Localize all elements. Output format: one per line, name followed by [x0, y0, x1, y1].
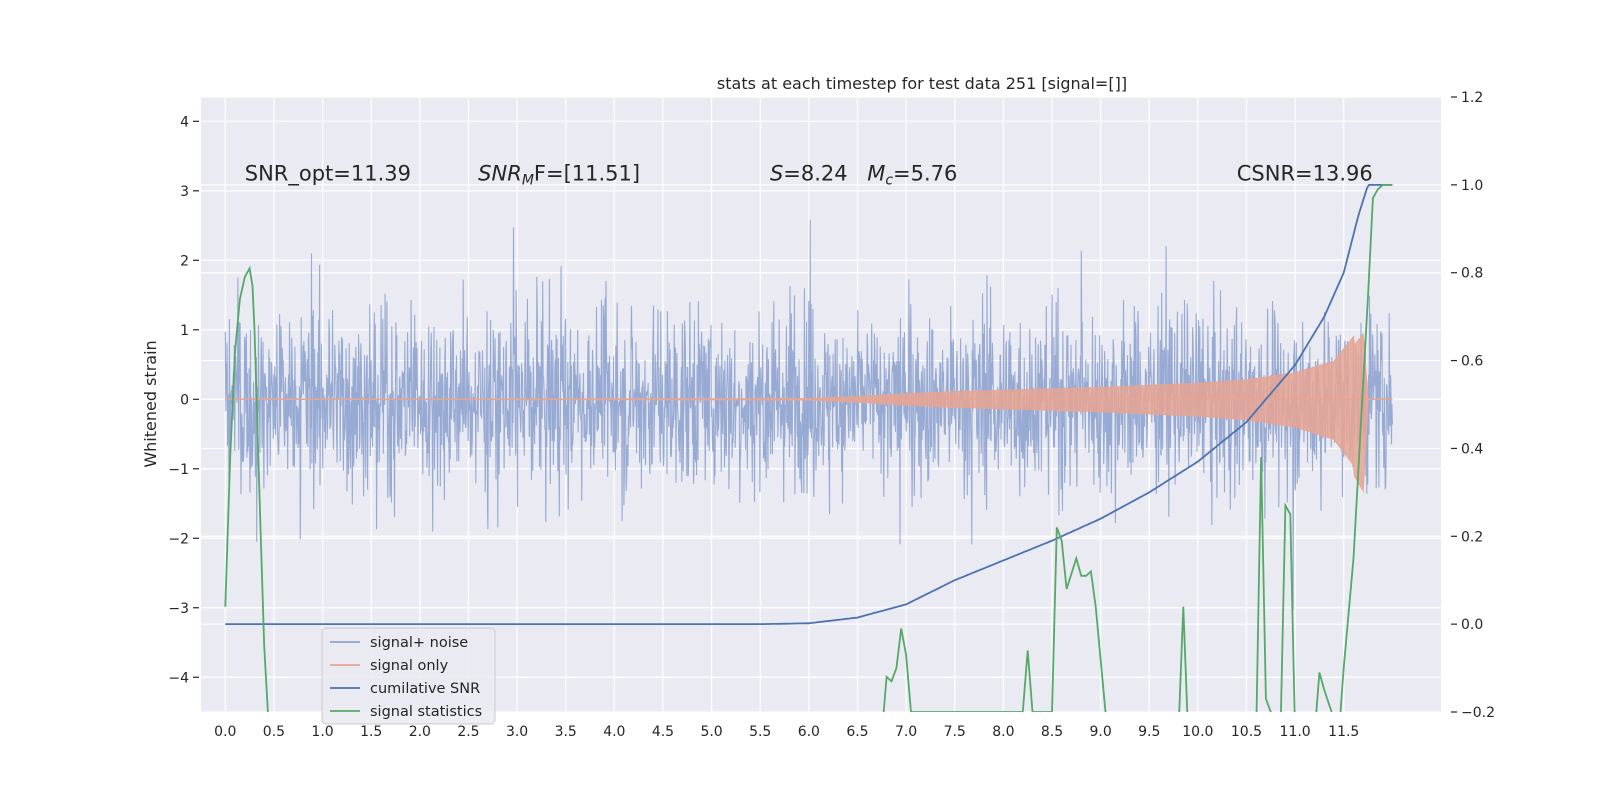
x-tick-label: 3.5: [555, 724, 577, 740]
y-tick-label: 2: [180, 253, 189, 269]
y2-tick-label: 0.0: [1461, 617, 1483, 633]
y2-tick-label: 0.8: [1461, 266, 1483, 282]
x-tick-label: 7.5: [944, 724, 966, 740]
y2-tick-label: 1.2: [1461, 90, 1483, 106]
x-tick-label: 4.0: [603, 724, 625, 740]
y2-tick-label: −0.2: [1461, 705, 1495, 721]
series-layer: [224, 184, 1393, 712]
y-tick-label: 3: [180, 184, 189, 200]
y2-tick-label: 0.6: [1461, 354, 1483, 370]
y-tick-label: 1: [180, 323, 189, 339]
x-tick-label: 1.5: [360, 724, 382, 740]
y-tick-label: −4: [168, 670, 189, 686]
x-tick-label: 9.5: [1138, 724, 1160, 740]
legend-box: [321, 627, 496, 725]
stat-annotation: SNR_opt=11.39: [245, 161, 411, 186]
x-tick-label: 3.0: [506, 724, 528, 740]
stat-annotation: CSNR=13.96: [1237, 161, 1373, 185]
x-tick-label: 6.0: [798, 724, 820, 740]
legend-label: signal only: [370, 658, 449, 674]
legend-label: signal statistics: [370, 704, 482, 720]
y2-tick-label: 1.0: [1461, 178, 1483, 194]
annotations-layer: SNR_opt=11.39 SNRMF=[11.51] S=8.24 Mc=5.76 C…: [245, 161, 1373, 188]
x-tick-label: 5.5: [749, 724, 771, 740]
x-tick-label: 4.5: [652, 724, 674, 740]
y-tick-label: −1: [168, 462, 189, 478]
y-axis-label: Whitened strain: [141, 340, 160, 467]
x-tick-label: 0.0: [214, 724, 236, 740]
legend-label: cumilative SNR: [370, 681, 480, 697]
x-tick-label: 9.0: [1089, 724, 1111, 740]
x-tick-label: 10.0: [1182, 724, 1213, 740]
chart-title: stats at each timestep for test data 251…: [717, 74, 1127, 93]
legend-label: signal+ noise: [370, 635, 468, 651]
y-tick-label: −2: [168, 531, 189, 547]
axes-layer: 0.0 0.5 1.0 1.5 2.0 2.5 3.0 3.5 4.0 4.5 5.0 5.5 6.0 6…: [168, 90, 1495, 740]
series-cumulative-snr: [225, 184, 1393, 625]
y2-tick-label: 0.2: [1461, 529, 1483, 545]
x-tick-label: 8.0: [992, 724, 1014, 740]
x-tick-label: 7.0: [895, 724, 917, 740]
x-tick-label: 6.5: [846, 724, 868, 740]
y-tick-label: 0: [180, 392, 189, 408]
x-tick-label: 2.0: [409, 724, 431, 740]
y2-tick-label: 0.4: [1461, 441, 1483, 457]
x-tick-label: 0.5: [263, 724, 285, 740]
x-tick-label: 2.5: [457, 724, 479, 740]
stat-annotation: SNRMF=[11.51]: [478, 161, 640, 188]
y-tick-label: 4: [180, 114, 189, 130]
legend: signal+ noise signal only cumilative SNR si…: [321, 627, 496, 725]
x-tick-label: 8.5: [1041, 724, 1063, 740]
x-tick-label: 11.0: [1280, 724, 1311, 740]
x-tick-label: 1.0: [311, 724, 333, 740]
x-tick-label: 10.5: [1231, 724, 1262, 740]
stat-annotation: S=8.24: [770, 161, 848, 185]
x-tick-label: 5.0: [700, 724, 722, 740]
series-signal-statistics: [224, 184, 1393, 712]
stat-annotation: Mc=5.76: [867, 161, 957, 188]
y-tick-label: −3: [168, 601, 189, 617]
x-tick-label: 11.5: [1328, 724, 1359, 740]
